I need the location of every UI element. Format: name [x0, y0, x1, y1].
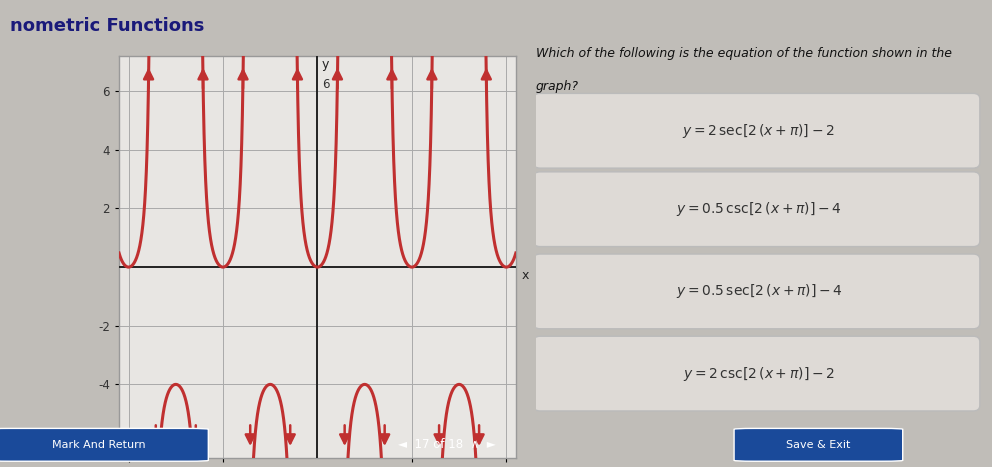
Text: Which of the following is the equation of the function shown in the: Which of the following is the equation o… [536, 47, 951, 60]
Text: x: x [522, 269, 529, 282]
Text: $y = 0.5\,\mathrm{sec}\left[2\,(x + \pi)\right] - 4$: $y = 0.5\,\mathrm{sec}\left[2\,(x + \pi)… [676, 283, 842, 300]
Text: nometric Functions: nometric Functions [10, 17, 204, 35]
Text: $y = 2\,\mathrm{csc}\left[2\,(x + \pi)\right] - 2$: $y = 2\,\mathrm{csc}\left[2\,(x + \pi)\r… [682, 365, 835, 382]
FancyBboxPatch shape [734, 428, 903, 461]
FancyBboxPatch shape [534, 93, 980, 168]
Text: $y = 2\,\mathrm{sec}\left[2\,(x + \pi)\right] - 2$: $y = 2\,\mathrm{sec}\left[2\,(x + \pi)\r… [682, 122, 835, 140]
Text: ◄  17 of 18  ∧  ►: ◄ 17 of 18 ∧ ► [398, 439, 495, 451]
Text: $y = 0.5\,\mathrm{csc}\left[2\,(x + \pi)\right] - 4$: $y = 0.5\,\mathrm{csc}\left[2\,(x + \pi)… [676, 200, 842, 218]
FancyBboxPatch shape [0, 428, 208, 461]
Text: 6: 6 [322, 78, 329, 91]
Text: graph?: graph? [536, 80, 578, 93]
Text: y: y [322, 58, 329, 71]
Text: Mark And Return: Mark And Return [53, 440, 146, 450]
Text: Save & Exit: Save & Exit [787, 440, 850, 450]
FancyBboxPatch shape [534, 172, 980, 247]
FancyBboxPatch shape [534, 336, 980, 411]
FancyBboxPatch shape [534, 254, 980, 329]
